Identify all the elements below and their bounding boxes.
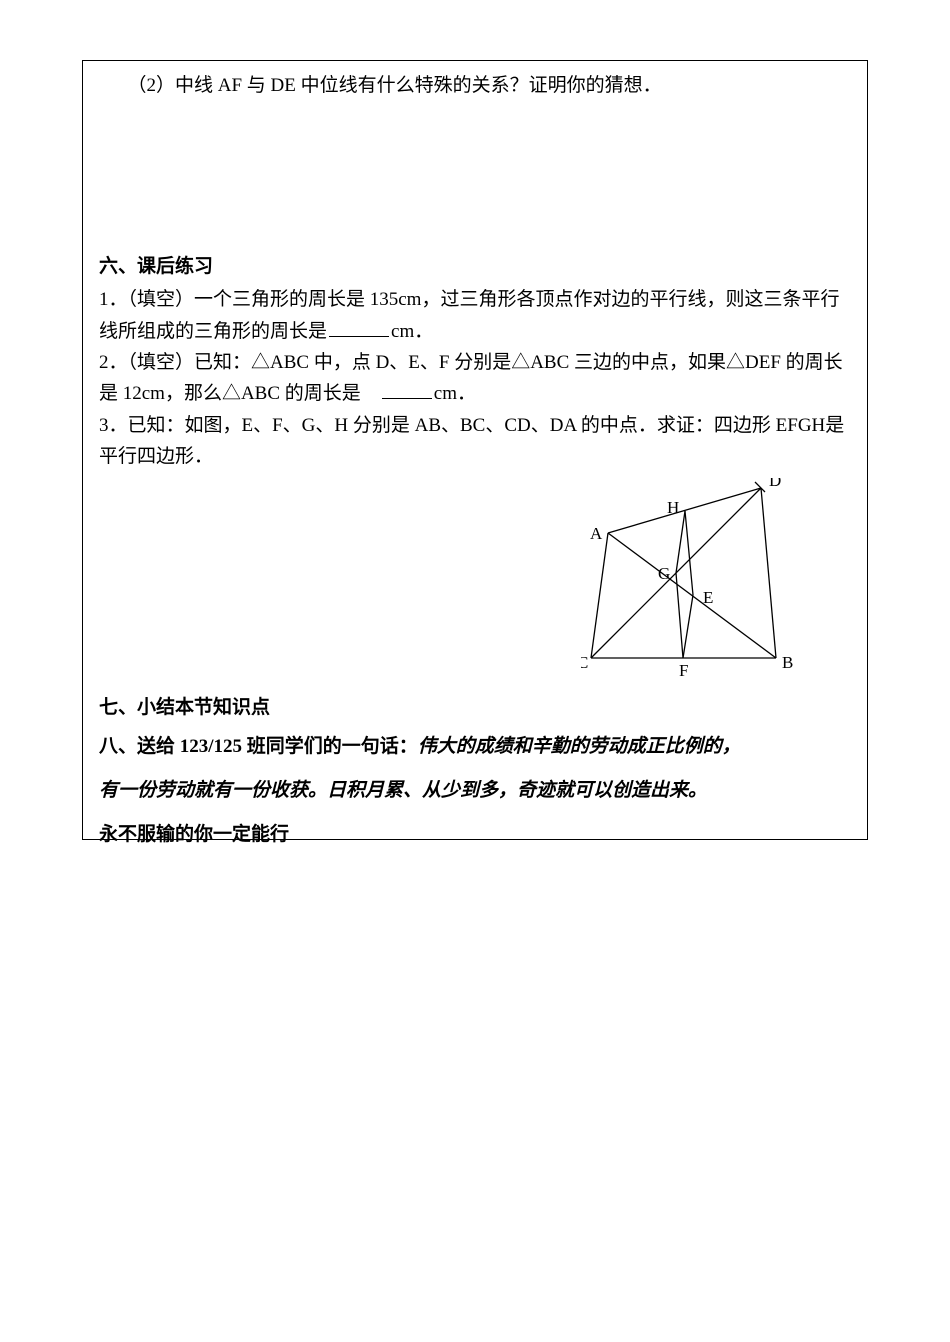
section-6-title: 六、课后练习: [99, 251, 851, 278]
question-2: （2）中线 AF 与 DE 中位线有什么特殊的关系？证明你的猜想．: [99, 71, 851, 101]
blank-1: [329, 318, 389, 337]
problem-2-text-b: cm．: [434, 383, 476, 404]
section-8-line1: 八、送给 123/125 班同学们的一句话：伟大的成绩和辛勤的劳动成正比例的，: [99, 725, 851, 769]
geometry-figure: A B C D E F G H: [581, 478, 811, 678]
final-encouragement: 永不服输的你一定能行: [99, 813, 851, 857]
svg-text:D: D: [769, 478, 781, 490]
problem-1-text-a: 1．（填空）一个三角形的周长是 135cm，过三角形各顶点作对边的平行线，则这三…: [99, 289, 839, 341]
section-7-title: 七、小结本节知识点: [99, 692, 851, 719]
svg-text:H: H: [667, 498, 679, 517]
svg-text:E: E: [703, 588, 713, 607]
quote-part-1: 伟大的成绩和辛勤的劳动成正比例的，: [418, 736, 741, 757]
svg-text:F: F: [679, 661, 688, 678]
svg-text:B: B: [782, 653, 793, 672]
problem-1: 1．（填空）一个三角形的周长是 135cm，过三角形各顶点作对边的平行线，则这三…: [99, 284, 851, 347]
svg-text:G: G: [658, 564, 670, 583]
page-border: （2）中线 AF 与 DE 中位线有什么特殊的关系？证明你的猜想． 六、课后练习…: [82, 60, 868, 840]
figure-container: A B C D E F G H: [99, 478, 851, 678]
section-8-prefix: 八、送给 123/125 班同学们的一句话：: [99, 736, 418, 757]
quote-part-2: 有一份劳动就有一份收获。日积月累、从少到多，奇迹就可以创造出来。: [99, 769, 851, 813]
problem-1-text-b: cm．: [391, 321, 433, 342]
problem-2: 2．（填空）已知：△ABC 中，点 D、E、F 分别是△ABC 三边的中点，如果…: [99, 347, 851, 410]
problem-3: 3．已知：如图，E、F、G、H 分别是 AB、BC、CD、DA 的中点．求证：四…: [99, 410, 851, 473]
svg-text:A: A: [590, 524, 603, 543]
svg-text:C: C: [581, 653, 588, 672]
blank-2: [382, 380, 432, 399]
